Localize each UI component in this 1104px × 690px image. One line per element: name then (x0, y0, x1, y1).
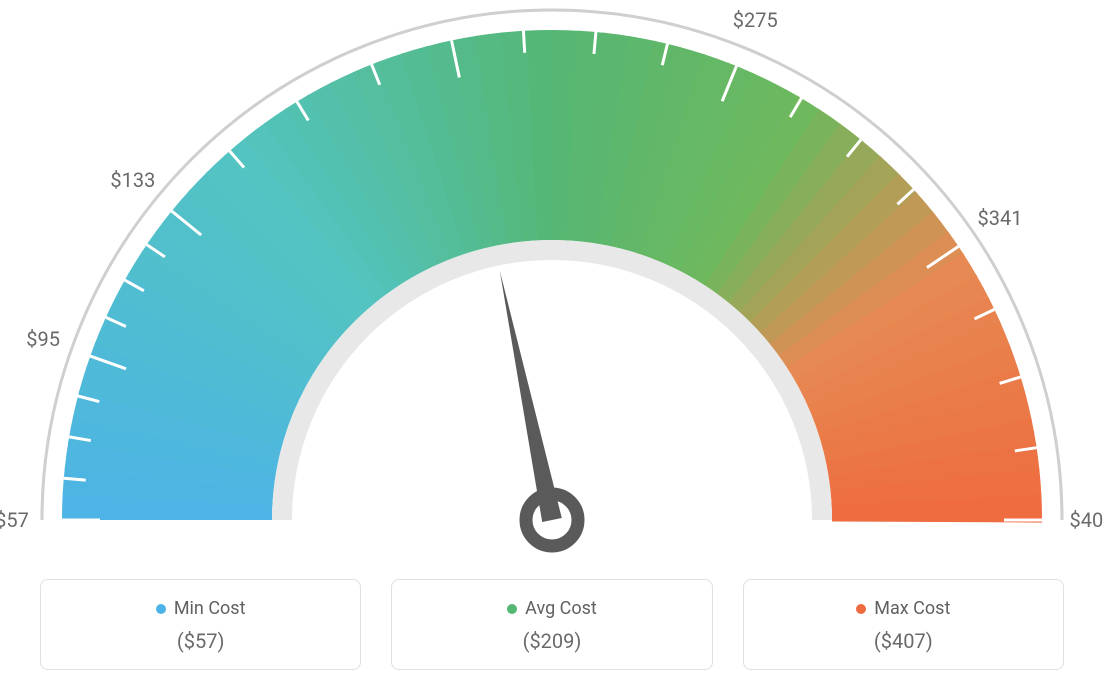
gauge-tick-label: $57 (0, 508, 29, 532)
max-cost-card: Max Cost ($407) (743, 579, 1064, 670)
gauge-tick-label: $209 (419, 0, 464, 3)
gauge-tick-label: $275 (733, 8, 778, 32)
gauge-tick-label: $407 (1070, 508, 1104, 532)
min-cost-card: Min Cost ($57) (40, 579, 361, 670)
cost-cards-row: Min Cost ($57) Avg Cost ($209) Max Cost … (40, 579, 1064, 670)
gauge-tick-label: $341 (977, 206, 1022, 230)
min-dot-icon (156, 604, 166, 614)
avg-cost-title: Avg Cost (392, 598, 711, 619)
max-cost-title: Max Cost (744, 598, 1063, 619)
gauge-svg (0, 0, 1104, 560)
min-cost-label: Min Cost (174, 598, 246, 619)
avg-dot-icon (507, 604, 517, 614)
max-dot-icon (856, 604, 866, 614)
avg-cost-card: Avg Cost ($209) (391, 579, 712, 670)
gauge-chart: $57 $95 $133 $209 $275 $341 $407 (0, 0, 1104, 560)
max-cost-label: Max Cost (874, 598, 950, 619)
max-cost-value: ($407) (744, 629, 1063, 653)
gauge-tick-label: $133 (110, 168, 155, 192)
gauge-tick-label: $95 (26, 327, 60, 351)
min-cost-title: Min Cost (41, 598, 360, 619)
avg-cost-label: Avg Cost (525, 598, 597, 619)
min-cost-value: ($57) (41, 629, 360, 653)
avg-cost-value: ($209) (392, 629, 711, 653)
